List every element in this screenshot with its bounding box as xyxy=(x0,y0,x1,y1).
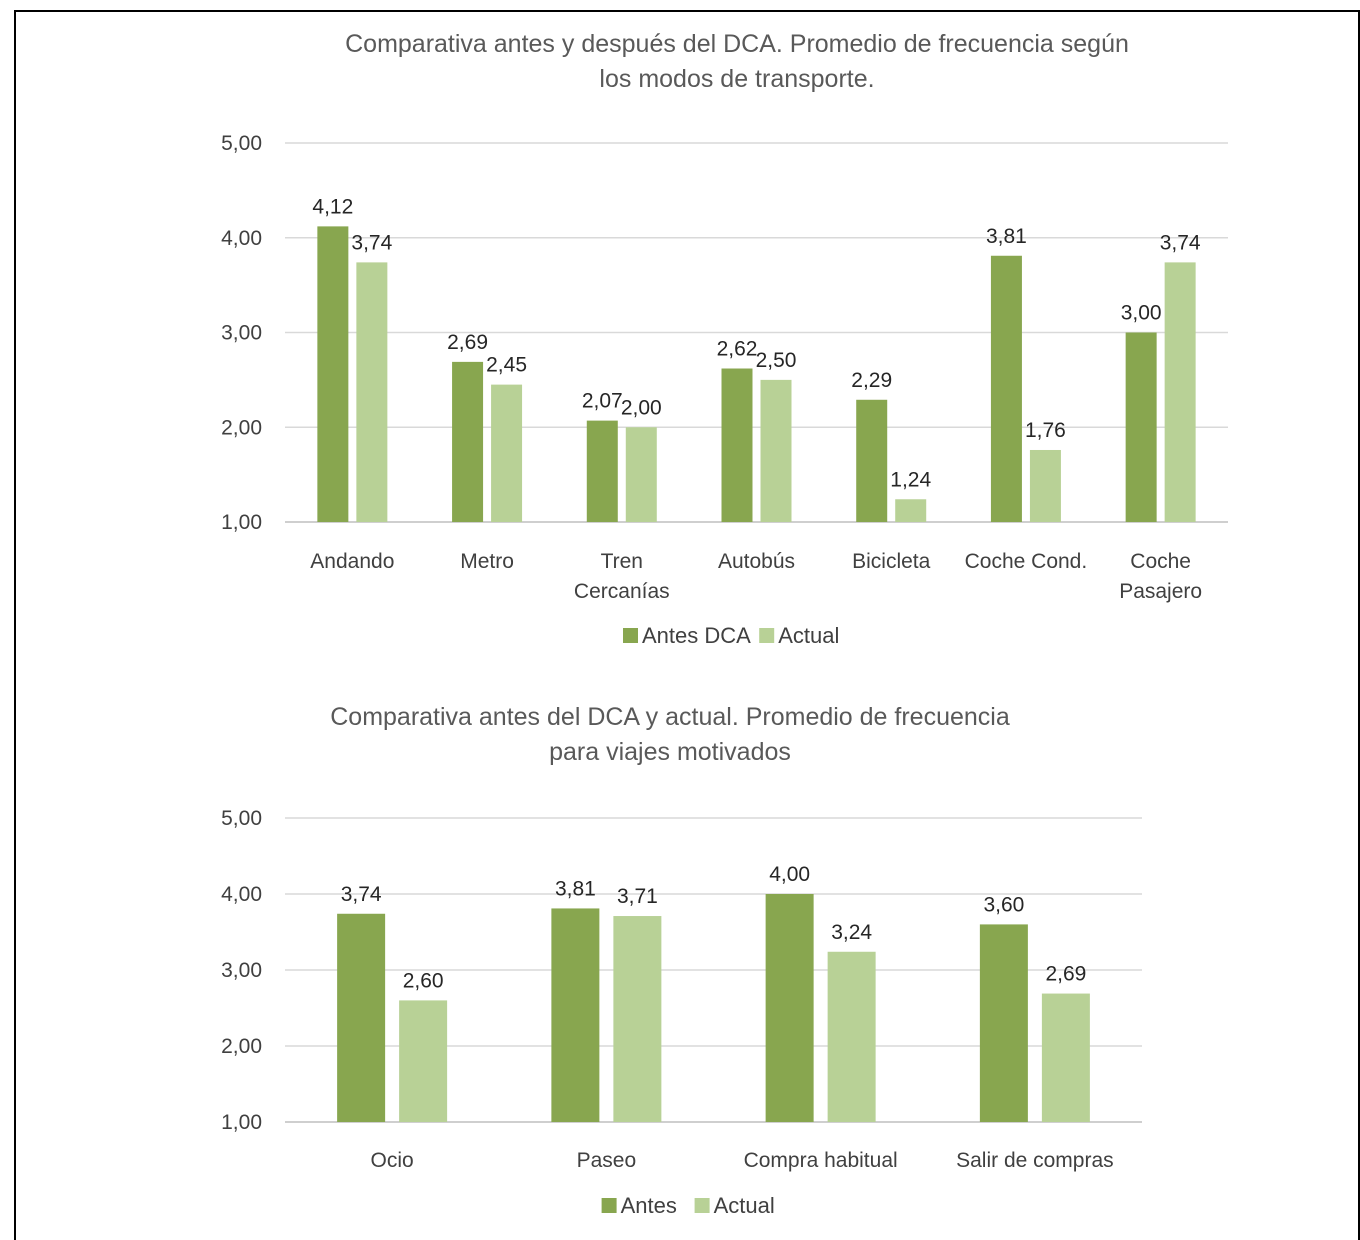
bar-actual xyxy=(613,916,662,1122)
chart-title: los modos de transporte. xyxy=(599,65,874,93)
data-label: 3,74 xyxy=(351,231,392,254)
bar-actual xyxy=(760,379,792,522)
category-label: Pasajero xyxy=(1119,580,1202,603)
category-label: Paseo xyxy=(577,1149,637,1172)
category-label: Cercanías xyxy=(574,580,670,603)
legend-swatch xyxy=(759,628,775,643)
category-label: Metro xyxy=(460,550,514,573)
bar-actual xyxy=(1164,262,1196,522)
figure-frame xyxy=(14,10,1360,1240)
bar-actual xyxy=(1041,993,1090,1122)
bar-antes xyxy=(979,924,1028,1122)
data-label: 3,74 xyxy=(1160,231,1201,254)
bar-antes xyxy=(551,908,600,1122)
category-label: Coche Cond. xyxy=(965,550,1088,573)
data-label: 2,62 xyxy=(717,338,758,361)
y-tick-label: 3,00 xyxy=(221,959,262,982)
data-label: 2,29 xyxy=(851,369,892,392)
bar-actual xyxy=(399,1000,448,1122)
chart-trip-purposes: Comparativa antes del DCA y actual. Prom… xyxy=(221,703,1142,1218)
bar-antes xyxy=(765,894,814,1122)
bar-actual xyxy=(356,262,388,522)
y-tick-label: 1,00 xyxy=(221,511,262,534)
data-label: 3,81 xyxy=(555,877,596,900)
chart-transport-modes: Comparativa antes y después del DCA. Pro… xyxy=(221,30,1228,648)
chart-title: para viajes motivados xyxy=(549,738,791,766)
data-label: 2,50 xyxy=(756,349,797,372)
category-label: Bicicleta xyxy=(852,550,931,573)
bar-antes xyxy=(856,399,888,522)
data-label: 4,12 xyxy=(312,195,353,218)
y-tick-label: 5,00 xyxy=(221,807,262,830)
bar-antes xyxy=(1125,332,1157,522)
bar-actual xyxy=(827,951,876,1122)
y-tick-label: 2,00 xyxy=(221,1035,262,1058)
data-label: 2,60 xyxy=(403,969,444,992)
y-tick-label: 4,00 xyxy=(221,227,262,250)
data-label: 2,69 xyxy=(447,331,488,354)
legend-swatch xyxy=(694,1198,710,1213)
category-label: Autobús xyxy=(718,550,795,573)
bar-antes xyxy=(990,255,1022,522)
bar-actual xyxy=(625,427,657,522)
data-label: 1,24 xyxy=(890,468,931,491)
legend-label: Antes xyxy=(621,1193,677,1218)
category-label: Salir de compras xyxy=(956,1149,1114,1172)
legend-label: Antes DCA xyxy=(642,623,751,648)
legend-label: Actual xyxy=(778,623,839,648)
bar-actual xyxy=(1029,449,1061,522)
chart-title: Comparativa antes del DCA y actual. Prom… xyxy=(330,703,1010,731)
legend-swatch xyxy=(623,628,638,643)
chart-title: Comparativa antes y después del DCA. Pro… xyxy=(345,30,1129,58)
data-label: 3,60 xyxy=(983,893,1024,916)
data-label: 2,69 xyxy=(1045,963,1086,986)
category-label: Coche xyxy=(1130,550,1191,573)
bar-actual xyxy=(895,499,927,522)
y-tick-label: 3,00 xyxy=(221,322,262,345)
data-label: 2,45 xyxy=(486,354,527,377)
legend-swatch xyxy=(601,1198,617,1213)
legend-label: Actual xyxy=(714,1193,775,1218)
bar-antes xyxy=(721,368,753,522)
y-tick-label: 2,00 xyxy=(221,416,262,439)
y-tick-label: 1,00 xyxy=(221,1111,262,1134)
data-label: 2,00 xyxy=(621,396,662,419)
data-label: 3,00 xyxy=(1121,302,1162,325)
category-label: Andando xyxy=(310,550,394,573)
category-label: Compra habitual xyxy=(744,1149,898,1172)
data-label: 3,81 xyxy=(986,225,1027,248)
bar-antes xyxy=(586,420,618,522)
bar-antes xyxy=(452,361,484,522)
data-label: 3,74 xyxy=(341,883,382,906)
data-label: 3,71 xyxy=(617,885,658,908)
y-tick-label: 4,00 xyxy=(221,883,262,906)
data-label: 1,76 xyxy=(1025,419,1066,442)
bar-antes xyxy=(317,226,349,522)
data-label: 4,00 xyxy=(769,863,810,886)
category-label: Ocio xyxy=(371,1149,414,1172)
category-label: Tren xyxy=(601,550,643,573)
data-label: 2,07 xyxy=(582,390,623,413)
bar-actual xyxy=(491,384,523,522)
data-label: 3,24 xyxy=(831,921,872,944)
bar-antes xyxy=(337,913,386,1122)
y-tick-label: 5,00 xyxy=(221,132,262,155)
